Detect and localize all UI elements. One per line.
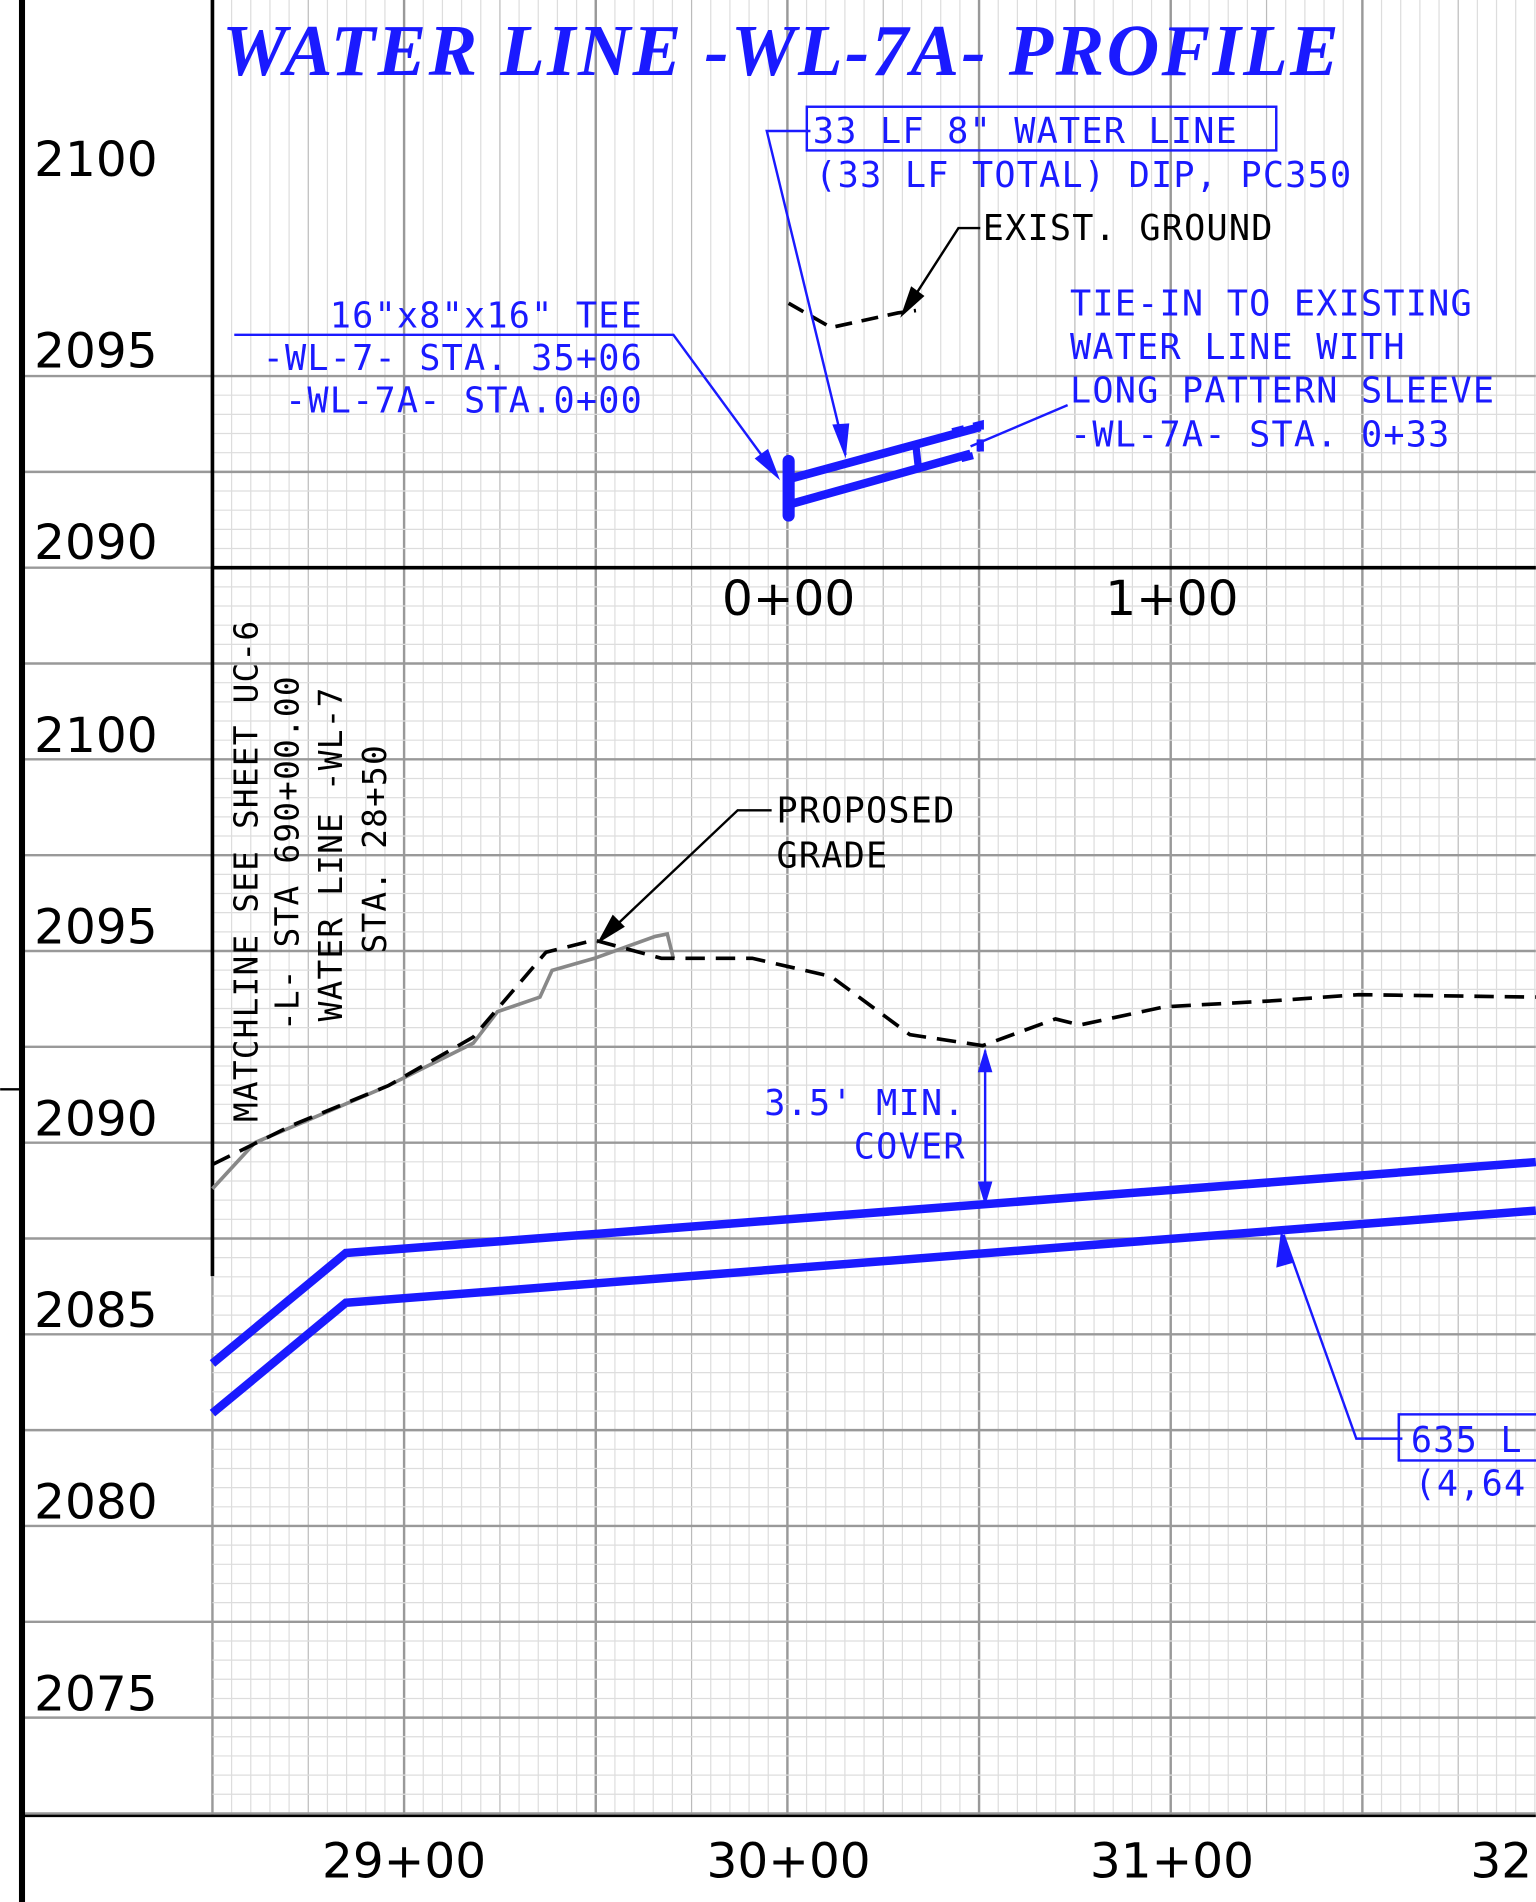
callout-box xyxy=(1397,1413,1536,1462)
elevation-label: 2095 xyxy=(34,324,157,380)
upper-geometry xyxy=(234,105,1278,522)
callout-text: 16"x8"x16" TEE xyxy=(330,296,643,337)
callout-text: LONG PATTERN SLEEVE xyxy=(1070,371,1495,412)
station-label: 0+00 xyxy=(722,571,855,627)
arrow xyxy=(977,1048,993,1073)
station-label: 29+00 xyxy=(322,1834,486,1890)
leader xyxy=(902,226,981,314)
elevation-label: 2095 xyxy=(34,900,157,956)
leader xyxy=(970,404,1069,448)
pipe xyxy=(787,449,972,509)
callout-text: 3.5' MIN. xyxy=(764,1083,965,1124)
sleeve xyxy=(912,445,923,469)
arrow xyxy=(977,1181,993,1206)
callout-text: WATER LINE WITH xyxy=(1070,327,1406,368)
elevation-label: 2085 xyxy=(34,1283,157,1339)
leader xyxy=(234,333,778,477)
elevation-label: 2100 xyxy=(34,708,157,764)
arrow xyxy=(754,448,781,481)
station-label: 1+00 xyxy=(1105,571,1238,627)
callout-box xyxy=(805,105,1278,152)
callout-text: EXIST. GROUND xyxy=(983,208,1274,249)
leader xyxy=(1282,1234,1403,1440)
arrow xyxy=(596,914,625,944)
callout-text: -WL-7- STA. 35+06 xyxy=(263,338,643,379)
callout-text: (33 LF TOTAL) DIP, PC350 xyxy=(815,155,1352,196)
existing-ground xyxy=(211,938,1536,1167)
elevation-label: 2090 xyxy=(34,515,157,571)
callout-text: 635 L xyxy=(1411,1420,1523,1461)
title: WATER LINE -WL-7A- PROFILE xyxy=(222,10,1341,91)
arrow xyxy=(832,423,850,459)
callout-text: -WL-7A- STA. 0+33 xyxy=(1070,414,1450,455)
station-label: 30+00 xyxy=(707,1834,871,1890)
callout-text: (4,64 xyxy=(1415,1464,1527,1505)
elevation-label: 2075 xyxy=(34,1666,157,1722)
elevation-label: 2080 xyxy=(34,1475,157,1531)
pipe xyxy=(209,1157,1536,1367)
matchline-text: -L- STA 690+00.00 xyxy=(269,675,307,1031)
lower-geometry xyxy=(209,809,1536,1462)
elevation-label: 2100 xyxy=(34,132,157,188)
arrow xyxy=(900,286,925,318)
matchline-text: WATER LINE -WL-7 xyxy=(312,686,350,1021)
callout-text: TIE-IN TO EXISTING xyxy=(1070,283,1473,324)
callout-text: -WL-7A- STA.0+00 xyxy=(285,380,643,421)
matchline-text: STA. 28+50 xyxy=(356,744,394,953)
callout-text: PROPOSED xyxy=(776,790,955,831)
existing-ground xyxy=(787,301,917,330)
pipe xyxy=(209,1206,1536,1417)
pipe xyxy=(787,422,982,484)
callout-text: GRADE xyxy=(776,835,888,876)
callout-text: 33 LF 8" WATER LINE xyxy=(813,111,1238,152)
leader xyxy=(765,129,847,456)
grid xyxy=(21,0,1536,1816)
station-label: 32 xyxy=(1470,1834,1532,1890)
station-label: 31+00 xyxy=(1090,1834,1254,1890)
sleeve xyxy=(951,419,984,465)
leader xyxy=(599,809,772,941)
callout-text: COVER xyxy=(854,1126,966,1167)
arrow xyxy=(1276,1229,1294,1268)
elevation-label: 2090 xyxy=(34,1091,157,1147)
matchline-text: MATCHLINE SEE SHEET UC-6 xyxy=(227,620,265,1122)
